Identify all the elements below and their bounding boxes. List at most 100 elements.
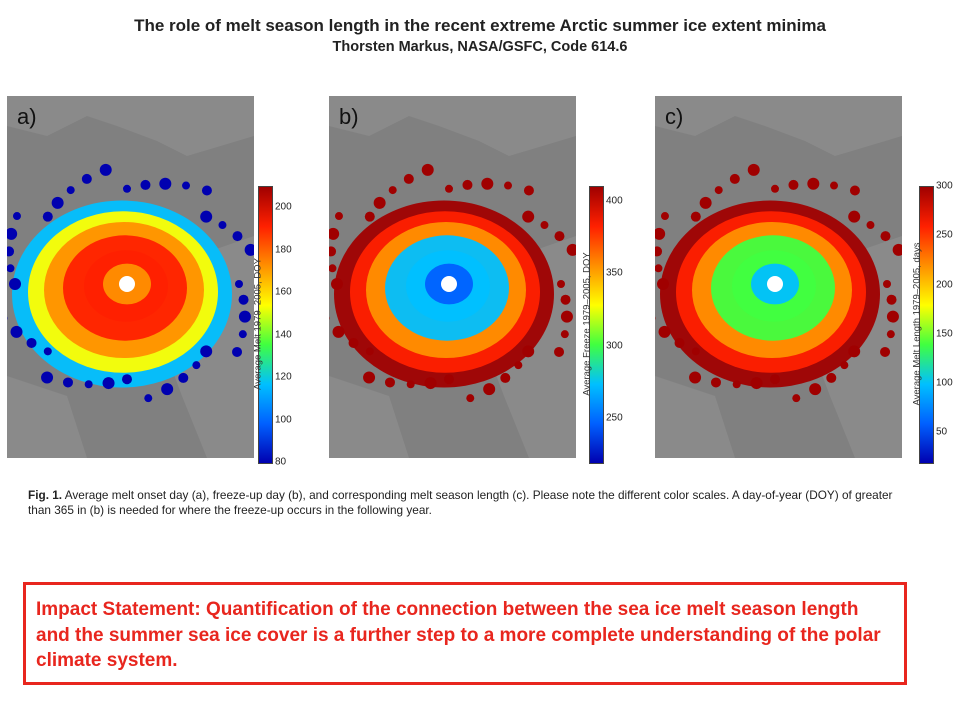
coastal-ice-fringe bbox=[462, 179, 473, 190]
colorbar-tick-label: 250 bbox=[936, 229, 953, 241]
colorbar-tick-label: 200 bbox=[275, 201, 292, 213]
coastal-ice-fringe bbox=[365, 347, 374, 356]
coastal-ice-fringe bbox=[84, 380, 93, 389]
colorbar-title: Average Freeze 1979–2005, DOY bbox=[581, 252, 593, 396]
coastal-ice-fringe bbox=[10, 325, 23, 338]
colorbar-ticks: 400 350 300 250 bbox=[606, 186, 636, 462]
colorbar-tick-label: 50 bbox=[936, 426, 948, 438]
coastal-ice-fringe bbox=[809, 383, 822, 396]
coastal-ice-fringe bbox=[424, 377, 437, 390]
coastal-ice-fringe bbox=[886, 310, 899, 323]
colorbar bbox=[589, 186, 604, 464]
land-mass bbox=[655, 96, 902, 156]
coastal-ice-fringe bbox=[523, 185, 534, 196]
coastal-ice-fringe bbox=[332, 325, 345, 338]
coastal-ice-fringe bbox=[500, 372, 511, 383]
coastal-ice-fringe bbox=[522, 345, 535, 358]
caption-text: Average melt onset day (a), freeze-up da… bbox=[28, 488, 893, 517]
coastal-ice-fringe bbox=[238, 330, 247, 339]
coastal-ice-fringe bbox=[12, 212, 21, 221]
colorbar-tick-label: 400 bbox=[606, 195, 623, 207]
coastal-ice-fringe bbox=[504, 181, 513, 190]
coastal-ice-fringe bbox=[655, 246, 663, 257]
coastal-ice-fringe bbox=[373, 196, 386, 209]
coastal-ice-fringe bbox=[66, 186, 75, 195]
coastal-ice-fringe bbox=[886, 294, 897, 305]
coastal-ice-fringe bbox=[699, 196, 712, 209]
panel-b: b) 400 350 300 250 Average Freeze 1979–2005… bbox=[329, 96, 649, 464]
colorbar bbox=[258, 186, 273, 464]
coastal-ice-fringe bbox=[144, 394, 153, 403]
coastal-ice-fringe bbox=[554, 346, 565, 357]
coastal-ice-fringe bbox=[866, 221, 875, 230]
ice-layer bbox=[329, 96, 576, 458]
coastal-ice-fringe bbox=[232, 231, 243, 242]
coastal-ice-fringe bbox=[560, 294, 571, 305]
page-title: The role of melt season length in the re… bbox=[134, 16, 826, 35]
coastal-ice-fringe bbox=[140, 179, 151, 190]
panel-label: a) bbox=[17, 104, 37, 129]
colorbar-title: Average Melt Length 1979–2005, days bbox=[911, 242, 923, 406]
coastal-ice-fringe bbox=[689, 371, 702, 384]
page-subtitle: Thorsten Markus, NASA/GSFC, Code 614.6 bbox=[332, 39, 628, 55]
coastal-ice-fringe bbox=[826, 372, 837, 383]
colorbar-ticks: 300 250 200 150 100 50 bbox=[936, 181, 960, 462]
coastal-ice-fringe bbox=[41, 371, 54, 384]
coastal-ice-fringe bbox=[674, 337, 685, 348]
coastal-ice-fringe bbox=[81, 173, 92, 184]
coastal-ice-fringe bbox=[557, 280, 565, 288]
land-mass bbox=[329, 96, 576, 156]
coastal-ice-fringe bbox=[329, 264, 337, 273]
land-mass bbox=[329, 376, 409, 458]
coastal-ice-fringe bbox=[729, 173, 740, 184]
coastal-ice-fringe bbox=[406, 380, 415, 389]
coastal-ice-fringe bbox=[51, 196, 64, 209]
coastal-ice-fringe bbox=[334, 212, 343, 221]
coastal-ice-fringe bbox=[655, 264, 663, 273]
coastal-ice-fringe bbox=[770, 374, 780, 385]
coastal-ice-fringe bbox=[43, 347, 52, 356]
colorbar-tick-label: 300 bbox=[936, 180, 953, 192]
coastal-ice-fringe bbox=[7, 246, 15, 257]
coastal-ice-fringe bbox=[848, 345, 861, 358]
coastal-ice-fringe bbox=[364, 211, 375, 222]
coastal-ice-fringe bbox=[200, 345, 213, 358]
coastal-ice-fringe bbox=[7, 227, 18, 240]
colorbar-tick-label: 250 bbox=[606, 412, 623, 424]
impact-statement: Impact Statement: Quantification of the … bbox=[36, 599, 881, 671]
north-pole-hole bbox=[119, 276, 135, 292]
coastal-ice-fringe bbox=[788, 179, 799, 190]
coastal-ice-fringe bbox=[238, 310, 251, 323]
map-melt-length: c) bbox=[655, 96, 902, 458]
north-pole-hole bbox=[767, 276, 783, 292]
coastal-ice-fringe bbox=[848, 210, 861, 223]
coastal-ice-fringe bbox=[444, 374, 454, 385]
coastal-ice-fringe bbox=[232, 346, 243, 357]
coastal-ice-fringe bbox=[192, 361, 201, 370]
coastal-ice-fringe bbox=[466, 394, 475, 403]
coastal-ice-fringe bbox=[123, 184, 131, 193]
north-pole-hole bbox=[441, 276, 457, 292]
coastal-ice-fringe bbox=[421, 163, 434, 176]
arctic-map-b bbox=[329, 96, 576, 458]
colorbar bbox=[919, 186, 934, 464]
coastal-ice-fringe bbox=[691, 347, 700, 356]
coastal-ice-fringe bbox=[329, 227, 340, 240]
coastal-ice-fringe bbox=[445, 184, 453, 193]
coastal-ice-fringe bbox=[384, 377, 395, 388]
land-mass bbox=[655, 376, 735, 458]
coastal-ice-fringe bbox=[522, 210, 535, 223]
colorbar-tick-label: 300 bbox=[606, 340, 623, 352]
coastal-ice-fringe bbox=[363, 371, 376, 384]
impact-statement-box: Impact Statement: Quantification of the … bbox=[23, 582, 907, 685]
coastal-ice-fringe bbox=[830, 181, 839, 190]
coastal-ice-fringe bbox=[9, 278, 21, 290]
colorbar-ticks: 200 180 160 140 120 100 80 bbox=[275, 186, 305, 468]
coastal-ice-fringe bbox=[182, 181, 191, 190]
ice-layer bbox=[655, 96, 902, 458]
colorbar-tick-label: 200 bbox=[936, 279, 953, 291]
colorbar-tick-label: 350 bbox=[606, 267, 623, 279]
coastal-ice-fringe bbox=[348, 337, 359, 348]
coastal-ice-fringe bbox=[710, 377, 721, 388]
coastal-ice-fringe bbox=[201, 185, 212, 196]
